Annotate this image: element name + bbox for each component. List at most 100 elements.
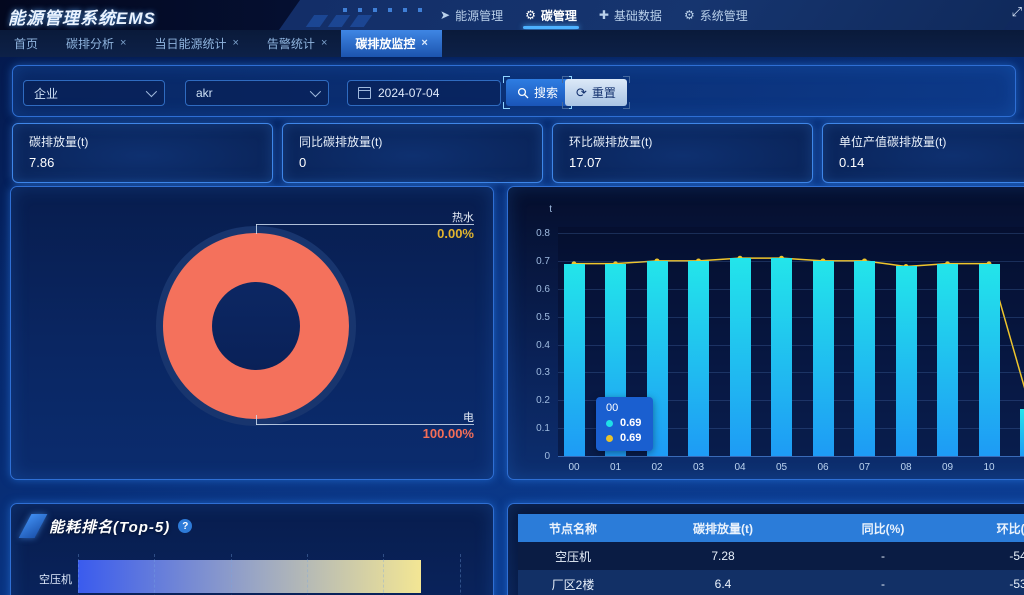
tooltip-line-dot: [606, 434, 613, 442]
stat-card-单位产值碳排放量(t): 单位产值碳排放量(t) 0.14: [822, 123, 1024, 183]
stat-card-value: 7.86: [29, 155, 55, 170]
search-icon: [517, 87, 529, 98]
fullscreen-icon[interactable]: ⤢: [1011, 4, 1022, 19]
nav-item-label: 系统管理: [699, 8, 748, 23]
carbon-manage-gear-icon: ⚙: [525, 8, 536, 22]
bar-07[interactable]: [854, 260, 875, 456]
send-icon: ➤: [440, 8, 451, 22]
header-decor-dots: [343, 8, 422, 12]
y-tick-label: 0.2: [536, 395, 550, 407]
date-picker-input[interactable]: 2024-07-04: [347, 80, 501, 106]
x-tick-label: 11: [1011, 462, 1024, 473]
company-select[interactable]: 企业: [23, 80, 165, 106]
hourly-carbon-bar-chart-panel[interactable]: t 00 0.69 0.69 0 0.1 0.2 0.3 0.4 0.5 0.6 0.7 0.8…: [507, 186, 1024, 480]
y-axis-unit: t: [549, 204, 552, 215]
pie-label-electric: 电: [463, 412, 474, 424]
table-header-row: 节点名称 碳排放量(t) 同比(%) 环比(%): [518, 514, 1024, 542]
table-header-cell: 节点名称: [548, 521, 597, 536]
filter-panel: 企业 akr 2024-07-04 搜索 ⟳ 重置: [12, 65, 1016, 117]
x-tick-label: 10: [983, 462, 995, 473]
bar-09[interactable]: [937, 263, 958, 456]
h-gridline: [558, 233, 1024, 234]
nav-item-label: 碳管理: [540, 8, 577, 23]
bar-10[interactable]: [978, 263, 1000, 456]
y-tick-label: 0.4: [536, 339, 550, 351]
nav-item-label: 基础数据: [613, 8, 662, 23]
tab-label: 当日能源统计: [154, 37, 227, 51]
node-table: 节点名称 碳排放量(t) 同比(%) 环比(%) 空压机 7.28 - -54 厂区2楼 6.4 -…: [518, 514, 1024, 595]
tooltip-line-value: 0.69: [620, 432, 642, 444]
calendar-icon: [358, 87, 371, 99]
table-header-cell: 碳排放量(t): [693, 521, 753, 536]
x-tick-label: 01: [609, 462, 622, 473]
search-button[interactable]: 搜索: [503, 76, 573, 109]
table-cell: 厂区2楼: [551, 577, 595, 592]
x-tick-label: 05: [775, 462, 788, 473]
nav-item-系统管理[interactable]: ⚙ 系统管理: [684, 0, 748, 30]
tab-告警统计[interactable]: 告警统计 ×: [253, 30, 341, 57]
stat-card-label: 同比碳排放量(t): [299, 135, 383, 149]
date-value: 2024-07-04: [378, 86, 440, 100]
tab-首页[interactable]: 首页: [0, 30, 52, 57]
x-tick-label: 00: [568, 462, 580, 473]
tab-label: 碳排放监控: [355, 37, 416, 51]
node-select[interactable]: akr: [185, 80, 329, 106]
close-icon[interactable]: ×: [320, 37, 328, 49]
bar-00[interactable]: [563, 263, 585, 456]
tooltip-title: 00: [606, 402, 619, 414]
x-tick-label: 04: [734, 462, 746, 473]
bar-11[interactable]: [1020, 408, 1024, 456]
donut-ring: [163, 233, 349, 419]
energy-rank-top5-panel[interactable]: 能耗排名(Top-5) ? 空压机: [10, 503, 494, 595]
reset-button[interactable]: ⟳ 重置: [562, 76, 630, 109]
v-gridline-dashed: [383, 554, 385, 595]
refresh-icon: ⟳: [576, 85, 587, 100]
pie-pct-electric: 100.00%: [422, 426, 474, 441]
y-tick-label: 0.6: [536, 283, 550, 295]
table-cell: -: [881, 549, 885, 563]
bar-04[interactable]: [729, 258, 751, 456]
chevron-down-icon: [309, 85, 322, 98]
chart-tooltip: 00 0.69 0.69: [596, 397, 654, 451]
stat-card-value: 0: [299, 155, 307, 170]
close-icon[interactable]: ×: [421, 37, 428, 49]
pie-leader-line-top: [256, 224, 474, 225]
stat-card-碳排放量(t): 碳排放量(t) 7.86: [12, 123, 273, 183]
tooltip-bar-value: 0.69: [620, 417, 642, 429]
x-tick-label: 07: [858, 462, 871, 473]
table-cell: -54: [1009, 549, 1024, 563]
table-header-cell: 环比(%): [996, 521, 1024, 536]
x-tick-label: 06: [817, 462, 829, 473]
table-cell: 6.4: [714, 577, 732, 591]
chevron-down-icon: [145, 85, 158, 98]
x-axis-line: [558, 456, 1024, 457]
v-gridline-dashed: [78, 554, 79, 595]
bar-08[interactable]: [895, 266, 917, 456]
stat-card-value: 0.14: [839, 155, 865, 170]
tab-碳排放监控[interactable]: 碳排放监控 ×: [341, 30, 442, 57]
energy-type-pie-panel[interactable]: 热水 0.00% 电 100.00%: [10, 186, 494, 480]
nav-item-碳管理[interactable]: ⚙ 碳管理: [523, 0, 579, 30]
y-tick-label: 0.7: [536, 255, 550, 267]
tab-当日能源统计[interactable]: 当日能源统计 ×: [140, 30, 252, 57]
base-data-icon: ✚: [598, 8, 609, 22]
v-gridline-dashed: [230, 554, 232, 595]
close-icon[interactable]: ×: [232, 37, 239, 49]
nav-item-能源管理[interactable]: ➤ 能源管理: [440, 0, 503, 30]
tab-label: 碳排分析: [66, 37, 115, 51]
y-tick-label: 0.1: [536, 423, 550, 435]
bar-06[interactable]: [812, 260, 834, 456]
pie-leader-line-bottom: [256, 424, 474, 425]
bar-05[interactable]: [771, 258, 792, 456]
stat-card-label: 碳排放量(t): [29, 135, 89, 149]
tab-碳排分析[interactable]: 碳排分析 ×: [52, 30, 140, 57]
nav-item-基础数据[interactable]: ✚ 基础数据: [599, 0, 662, 30]
help-icon[interactable]: ?: [178, 519, 193, 533]
app-title: 能源管理系统EMS: [8, 9, 156, 28]
top5-title: 能耗排名(Top-5): [49, 518, 171, 536]
bar-03[interactable]: [688, 260, 709, 456]
close-icon[interactable]: ×: [120, 37, 127, 49]
stat-card-label: 单位产值碳排放量(t): [839, 135, 947, 149]
x-tick-label: 08: [900, 462, 912, 473]
node-carbon-table-panel: 节点名称 碳排放量(t) 同比(%) 环比(%) 空压机 7.28 - -54 厂区2楼 6.4 -…: [507, 503, 1024, 595]
